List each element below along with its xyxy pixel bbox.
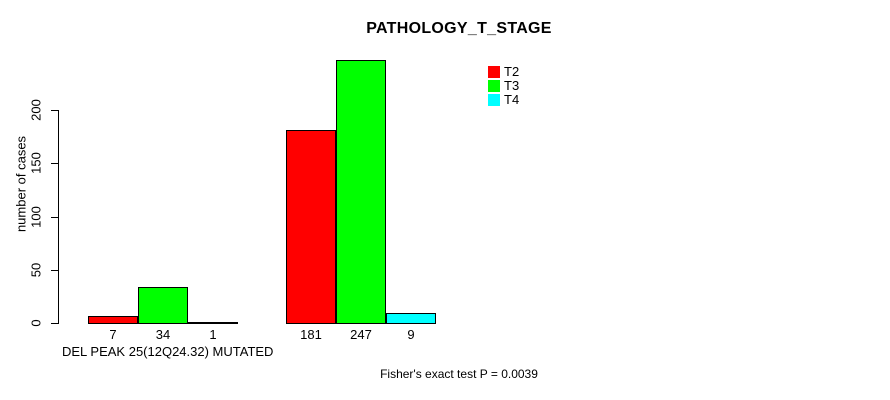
- y-axis-tick: [51, 163, 58, 164]
- bar-T3-group2: [336, 60, 386, 324]
- bar-T3-group1: [138, 287, 188, 324]
- y-axis-tick: [51, 110, 58, 111]
- y-axis-tick-label: 150: [28, 152, 44, 174]
- legend-item: T3: [488, 79, 519, 93]
- y-axis-tick-label: 200: [28, 99, 44, 121]
- bar-T4-group2: [386, 313, 436, 324]
- y-axis-tick: [51, 323, 58, 324]
- y-axis-tick: [51, 270, 58, 271]
- bar-value-label: 34: [155, 327, 171, 342]
- y-axis-tick-label: 0: [28, 319, 44, 327]
- y-axis-line: [58, 110, 59, 324]
- legend-item: T4: [488, 93, 519, 107]
- bar-value-label: 181: [300, 327, 322, 342]
- x-axis-label: DEL PEAK 25(12Q24.32) MUTATED: [62, 344, 274, 359]
- chart-title: PATHOLOGY_T_STAGE: [366, 20, 552, 37]
- y-axis-tick-label: 50: [28, 262, 44, 278]
- legend: T2 T3 T4: [488, 65, 519, 107]
- bar-T4-group1: [188, 322, 238, 324]
- bar-value-label: 1: [209, 327, 217, 342]
- bar-T2-group1: [88, 316, 138, 324]
- y-axis-tick: [51, 217, 58, 218]
- y-axis-label: number of cases: [13, 135, 29, 233]
- legend-swatch: [488, 66, 500, 78]
- footnote-text: Fisher's exact test P = 0.0039: [380, 367, 538, 381]
- legend-label: T4: [504, 92, 520, 107]
- legend-item: T2: [488, 65, 519, 79]
- legend-swatch: [488, 94, 500, 106]
- legend-label: T2: [504, 64, 520, 79]
- bar-value-label: 9: [407, 327, 415, 342]
- bar-value-label: 247: [350, 327, 372, 342]
- legend-swatch: [488, 80, 500, 92]
- bar-T2-group2: [286, 130, 336, 324]
- legend-label: T3: [504, 78, 520, 93]
- y-axis-tick-label: 100: [28, 206, 44, 228]
- bar-value-label: 7: [109, 327, 117, 342]
